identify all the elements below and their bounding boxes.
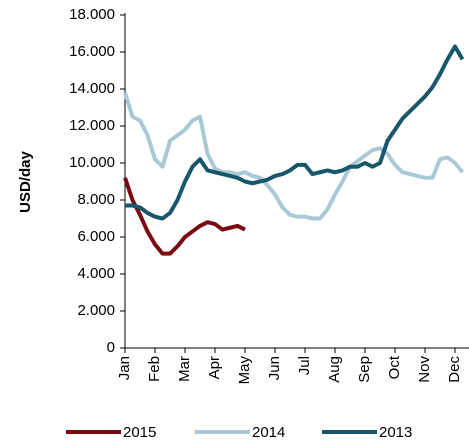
y-tick-label: 12.000 bbox=[69, 117, 115, 134]
x-tick-label: Jun bbox=[266, 356, 283, 380]
y-tick-label: 4.000 bbox=[77, 265, 115, 282]
legend-label: 2013 bbox=[379, 424, 412, 441]
y-tick-label: 0 bbox=[107, 339, 115, 356]
y-tick-label: 10.000 bbox=[69, 154, 115, 171]
x-tick-label: May bbox=[236, 356, 253, 385]
x-tick-label: Apr bbox=[206, 356, 223, 379]
legend-label: 2015 bbox=[123, 424, 156, 441]
x-tick-label: Aug bbox=[326, 356, 343, 383]
y-tick-label: 18.000 bbox=[69, 6, 115, 23]
plot-area bbox=[123, 44, 465, 256]
series-line bbox=[123, 177, 246, 256]
y-tick-label: 16.000 bbox=[69, 43, 115, 60]
x-tick-label: Jul bbox=[296, 356, 313, 375]
x-tick-label: Feb bbox=[146, 356, 163, 382]
x-tick-label: Nov bbox=[416, 356, 433, 383]
x-tick-label: Oct bbox=[386, 355, 403, 379]
legend-label: 2014 bbox=[252, 424, 285, 441]
x-tick-label: Mar bbox=[176, 356, 193, 382]
y-tick-label: 8.000 bbox=[77, 191, 115, 208]
x-tick-label: Sep bbox=[356, 356, 373, 383]
series-line bbox=[123, 92, 465, 221]
y-tick-label: 2.000 bbox=[77, 302, 115, 319]
x-tick-label: Jan bbox=[116, 356, 133, 380]
x-tick-label: Dec bbox=[446, 356, 463, 383]
y-axis-label: USD/day bbox=[17, 151, 34, 213]
y-tick-label: 6.000 bbox=[77, 228, 115, 245]
series-line bbox=[125, 44, 465, 221]
y-tick-label: 14.000 bbox=[69, 80, 115, 97]
